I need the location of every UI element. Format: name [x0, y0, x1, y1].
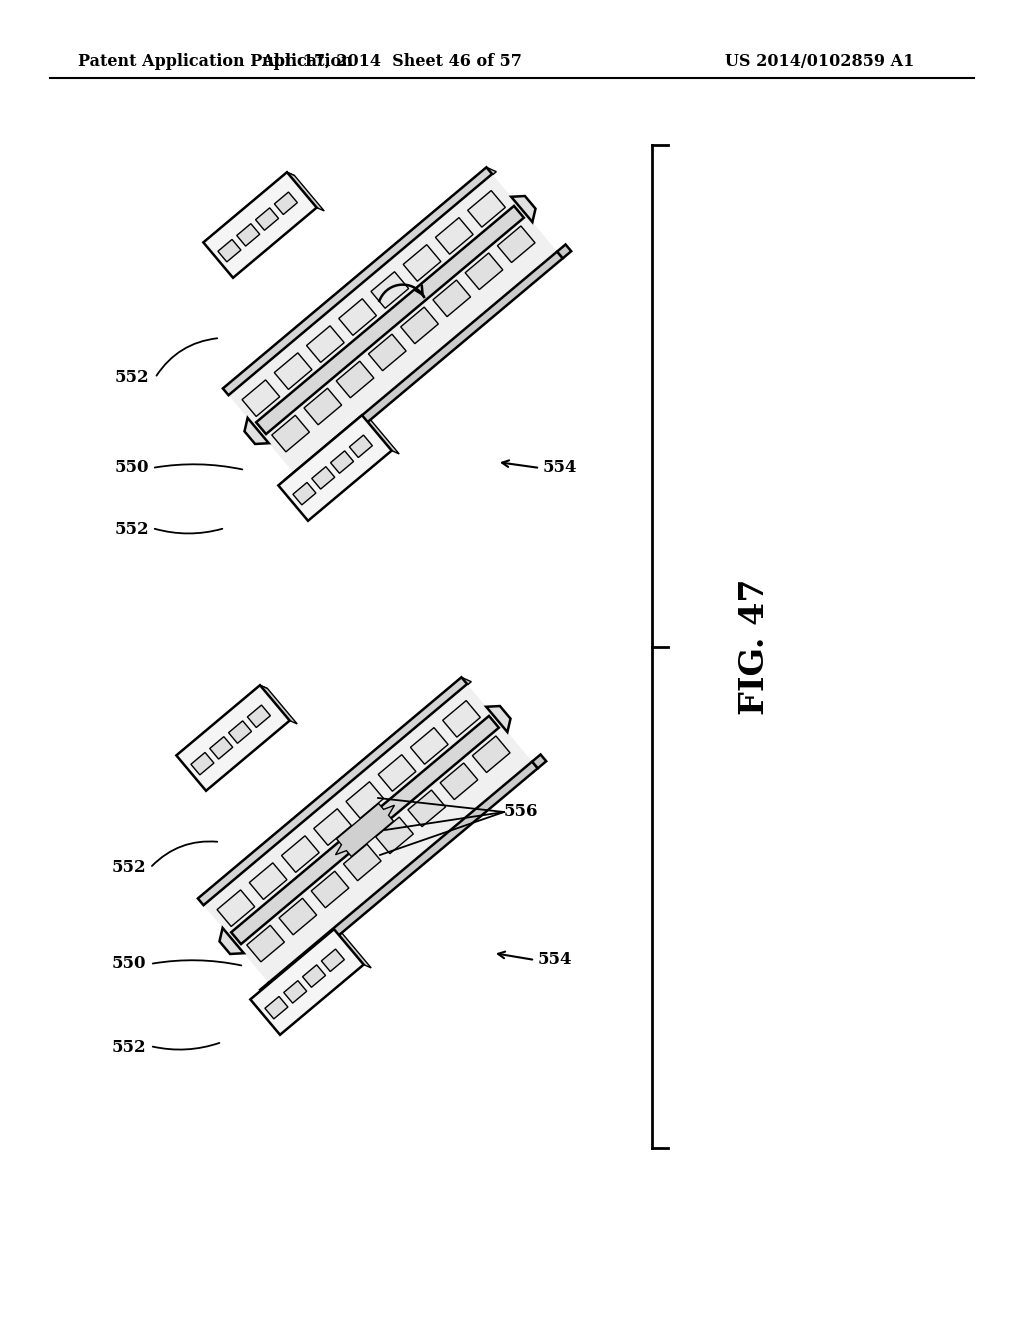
Polygon shape [349, 436, 373, 458]
Polygon shape [279, 898, 316, 935]
Polygon shape [468, 190, 506, 227]
Polygon shape [282, 836, 319, 873]
Polygon shape [311, 871, 349, 908]
Polygon shape [336, 362, 374, 397]
Polygon shape [371, 272, 409, 309]
Polygon shape [378, 755, 416, 791]
Polygon shape [260, 685, 297, 723]
Text: Patent Application Publication: Patent Application Publication [78, 54, 352, 70]
Polygon shape [271, 416, 309, 451]
Text: 552: 552 [112, 859, 146, 876]
Polygon shape [219, 928, 244, 954]
Polygon shape [498, 226, 536, 263]
Text: 550: 550 [112, 956, 146, 973]
Polygon shape [339, 298, 377, 335]
Polygon shape [204, 172, 316, 277]
Polygon shape [293, 482, 316, 504]
Polygon shape [334, 929, 372, 968]
Polygon shape [486, 706, 511, 733]
Polygon shape [279, 416, 391, 521]
Polygon shape [311, 467, 335, 490]
Text: 556: 556 [504, 804, 539, 821]
Polygon shape [433, 280, 471, 317]
Polygon shape [376, 817, 414, 854]
Polygon shape [256, 206, 524, 434]
Polygon shape [265, 997, 288, 1019]
Polygon shape [190, 752, 214, 775]
Polygon shape [472, 737, 510, 772]
Polygon shape [274, 191, 297, 215]
Polygon shape [242, 380, 280, 417]
Polygon shape [304, 388, 342, 425]
Polygon shape [210, 737, 232, 759]
Polygon shape [250, 929, 342, 1003]
Polygon shape [218, 239, 241, 261]
Polygon shape [557, 244, 571, 259]
Text: 550: 550 [115, 459, 150, 477]
Polygon shape [294, 252, 563, 479]
Polygon shape [256, 207, 279, 230]
Polygon shape [237, 223, 260, 246]
Polygon shape [287, 172, 325, 211]
Polygon shape [198, 677, 471, 903]
Polygon shape [285, 473, 299, 487]
Polygon shape [440, 763, 478, 800]
Polygon shape [223, 168, 493, 395]
Polygon shape [223, 168, 556, 471]
Polygon shape [250, 929, 364, 1035]
Polygon shape [369, 334, 407, 371]
Polygon shape [231, 715, 499, 944]
Polygon shape [284, 981, 307, 1003]
Polygon shape [306, 326, 344, 363]
Polygon shape [279, 416, 370, 488]
Polygon shape [465, 253, 503, 289]
Polygon shape [260, 982, 274, 997]
Polygon shape [274, 352, 312, 389]
Text: 554: 554 [543, 459, 578, 477]
Polygon shape [511, 197, 536, 222]
Polygon shape [313, 809, 351, 845]
Polygon shape [442, 701, 480, 737]
Polygon shape [336, 804, 394, 857]
Polygon shape [400, 308, 438, 343]
Polygon shape [302, 965, 326, 987]
Polygon shape [247, 925, 285, 962]
Polygon shape [435, 218, 473, 255]
Polygon shape [346, 781, 384, 818]
Polygon shape [322, 949, 344, 972]
Text: 552: 552 [115, 370, 150, 387]
Polygon shape [217, 890, 255, 927]
Text: 552: 552 [112, 1040, 146, 1056]
Polygon shape [411, 727, 449, 764]
Text: Apr. 17, 2014  Sheet 46 of 57: Apr. 17, 2014 Sheet 46 of 57 [261, 54, 522, 70]
Polygon shape [204, 172, 295, 246]
Text: US 2014/0102859 A1: US 2014/0102859 A1 [725, 54, 914, 70]
Polygon shape [199, 678, 531, 982]
Text: FIG. 47: FIG. 47 [738, 578, 771, 715]
Text: 552: 552 [115, 521, 150, 539]
Polygon shape [248, 705, 270, 727]
Polygon shape [343, 843, 381, 880]
Text: 554: 554 [538, 952, 572, 969]
Polygon shape [532, 755, 546, 768]
Polygon shape [331, 451, 353, 474]
Polygon shape [176, 685, 290, 791]
Polygon shape [403, 244, 441, 281]
Polygon shape [408, 791, 445, 826]
Polygon shape [176, 685, 267, 759]
Polygon shape [228, 721, 252, 743]
Polygon shape [245, 418, 269, 444]
Polygon shape [223, 168, 497, 393]
Polygon shape [198, 677, 467, 906]
Polygon shape [268, 762, 538, 990]
Polygon shape [249, 863, 287, 899]
Polygon shape [361, 416, 399, 454]
